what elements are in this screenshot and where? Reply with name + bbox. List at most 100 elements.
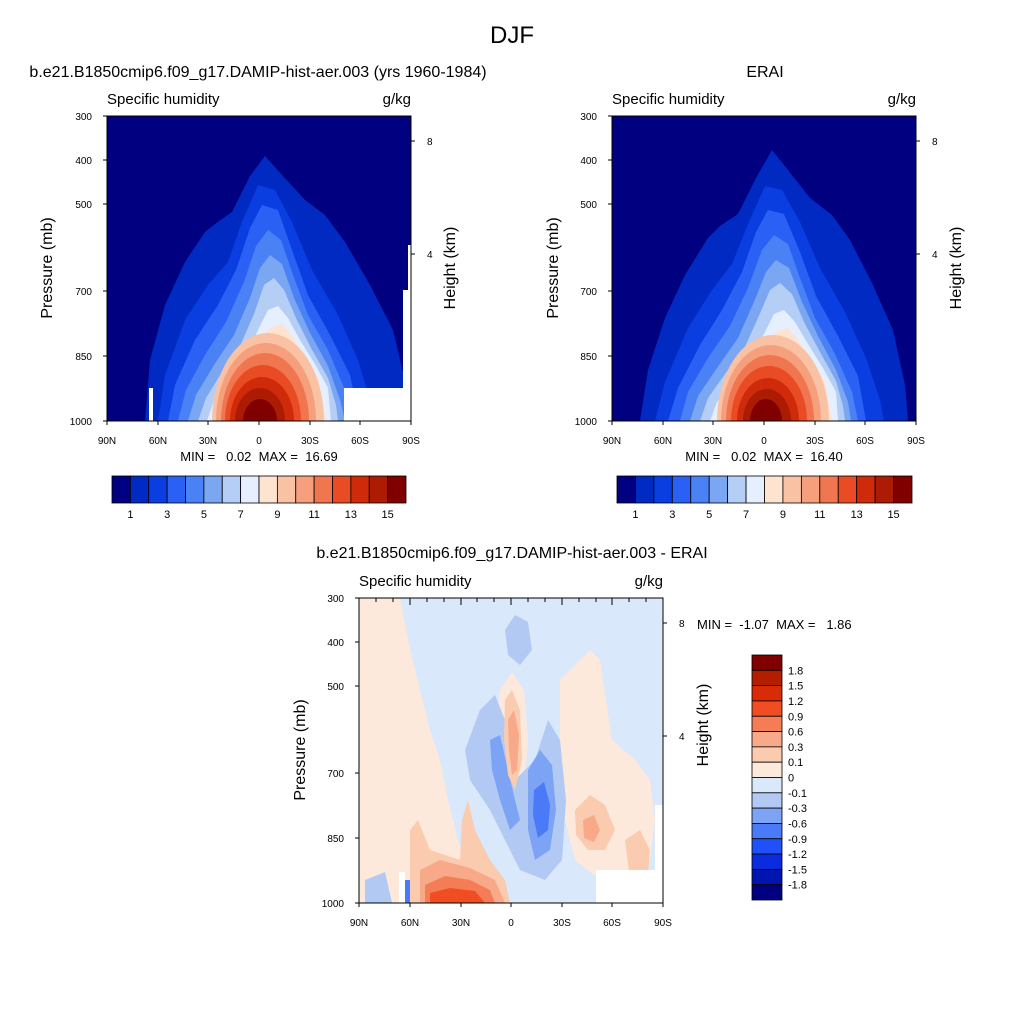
colorbar-swatch: [751, 746, 783, 763]
y-axis-labels: 300 400 500 700 850 1000: [322, 594, 345, 910]
missing-data-mask: [149, 388, 153, 421]
colorbar-swatch: [635, 475, 655, 504]
colorbar-label: 1: [127, 509, 133, 521]
panel-diff: b.e21.B1850cmip6.f09_g17.DAMIP-hist-aer.…: [292, 545, 852, 929]
y-tick-label: 300: [75, 112, 92, 123]
y-axis-labels: 300 400 500 700 850 1000: [575, 112, 598, 428]
x-tick-label: 0: [256, 436, 262, 447]
contour-band: [508, 710, 519, 775]
colorbar-swatch: [745, 475, 765, 504]
colorbar-swatch: [148, 475, 168, 504]
missing-data-mask: [399, 872, 405, 903]
colorbar-label: 0: [788, 773, 794, 785]
x-axis-labels: 90N 60N 30N 0 30S 60S 90S: [98, 436, 420, 447]
x-tick-label: 0: [761, 436, 767, 447]
y2-tick-label: 4: [932, 250, 938, 261]
colorbar-label: 7: [238, 509, 244, 521]
panel-title: b.e21.B1850cmip6.f09_g17.DAMIP-hist-aer.…: [316, 545, 707, 562]
x-tick-label: 60N: [149, 436, 167, 447]
colorbar-label: 0.9: [788, 711, 803, 723]
colorbar-swatch: [129, 475, 150, 504]
units-label: g/kg: [635, 573, 663, 590]
variable-label: Specific humidity: [107, 91, 220, 108]
colorbar-swatch: [751, 700, 783, 717]
contour-band: [365, 872, 392, 903]
x-tick-label: 30S: [553, 918, 571, 929]
missing-data-mask: [403, 290, 411, 421]
x-tick-label: 60S: [856, 436, 874, 447]
y-tick-label: 400: [580, 156, 597, 167]
colorbar-label: -1.8: [788, 880, 807, 892]
x-tick-label: 60N: [401, 918, 419, 929]
y2-axis-title: Height (km): [695, 684, 712, 767]
contour-band: [359, 598, 490, 903]
y2-axis-labels: 8 4: [679, 619, 685, 743]
y-tick-label: 400: [75, 156, 92, 167]
colorbar-swatch: [751, 853, 783, 870]
contour-band: [243, 399, 277, 421]
colorbar-swatch: [751, 823, 783, 840]
colorbar-swatch: [708, 475, 729, 504]
y-tick-label: 500: [75, 200, 92, 211]
x-tick-label: 90N: [98, 436, 116, 447]
colorbar-label: 1.2: [788, 696, 803, 708]
colorbar-label: 11: [814, 509, 825, 521]
colorbar-swatch: [751, 807, 783, 824]
colorbar-swatch: [203, 475, 223, 504]
y2-axis-labels: 8 4: [932, 137, 938, 261]
colorbar-swatch: [837, 475, 858, 504]
colorbar-swatch: [387, 475, 407, 504]
units-label: g/kg: [383, 91, 411, 108]
colorbar-swatch: [751, 685, 783, 702]
colorbar-label: 1.8: [788, 665, 803, 677]
colorbar-swatch: [751, 777, 783, 794]
colorbar-label: -1.2: [788, 849, 807, 861]
y2-tick-label: 8: [932, 137, 938, 148]
y2-axis-title: Height (km): [948, 227, 965, 310]
colorbar: 1 3 5 7 9 11 13 15: [111, 475, 407, 521]
colorbar-swatch: [295, 475, 315, 504]
x-tick-label: 30S: [301, 436, 319, 447]
contour-band: [750, 399, 782, 421]
colorbar-label: 13: [851, 509, 863, 521]
colorbar-swatch: [782, 475, 802, 504]
colorbar-label: 1: [632, 509, 638, 521]
contour-band: [505, 615, 532, 665]
contour-band: [430, 888, 485, 903]
y-tick-label: 1000: [575, 417, 598, 428]
colorbar-label: 0.1: [788, 757, 803, 769]
colorbar-swatch: [751, 868, 783, 886]
y-axis-ticks: [355, 597, 667, 904]
y-axis-ticks: [608, 115, 920, 422]
x-tick-label: 30N: [452, 918, 470, 929]
colorbar-label: 0.3: [788, 742, 803, 754]
min-max-stats: MIN = -1.07 MAX = 1.86: [697, 617, 852, 632]
colorbar-swatch: [751, 715, 783, 732]
colorbar-label: 15: [887, 509, 899, 521]
y-tick-label: 1000: [322, 899, 345, 910]
units-label: g/kg: [888, 91, 916, 108]
colorbar-label: 9: [780, 509, 786, 521]
x-tick-label: 90S: [402, 436, 420, 447]
colorbar-swatch: [185, 475, 205, 504]
colorbar-swatch: [751, 792, 783, 809]
colorbar-label: -0.1: [788, 788, 807, 800]
missing-data-mask: [344, 388, 411, 421]
colorbar-swatch: [751, 669, 783, 687]
colorbar-swatch: [368, 475, 389, 504]
colorbar-swatch: [276, 475, 297, 504]
colorbar-label: 1.5: [788, 681, 803, 693]
colorbar-swatch: [751, 761, 783, 778]
x-tick-label: 30N: [704, 436, 722, 447]
panel-title: b.e21.B1850cmip6.f09_g17.DAMIP-hist-aer.…: [29, 64, 486, 81]
y-axis-ticks: [103, 115, 415, 422]
x-axis-labels: 90N 60N 30N 0 30S 60S 90S: [350, 918, 672, 929]
colorbar-swatch: [313, 475, 333, 504]
colorbar-label: 11: [308, 509, 319, 521]
colorbar-label: 9: [274, 509, 280, 521]
colorbar-swatch: [671, 475, 692, 504]
colorbar-label: 7: [743, 509, 749, 521]
y-axis-title: Pressure (mb): [545, 217, 562, 318]
y2-axis-labels: 8 4: [427, 137, 433, 261]
contour-band: [583, 815, 600, 842]
